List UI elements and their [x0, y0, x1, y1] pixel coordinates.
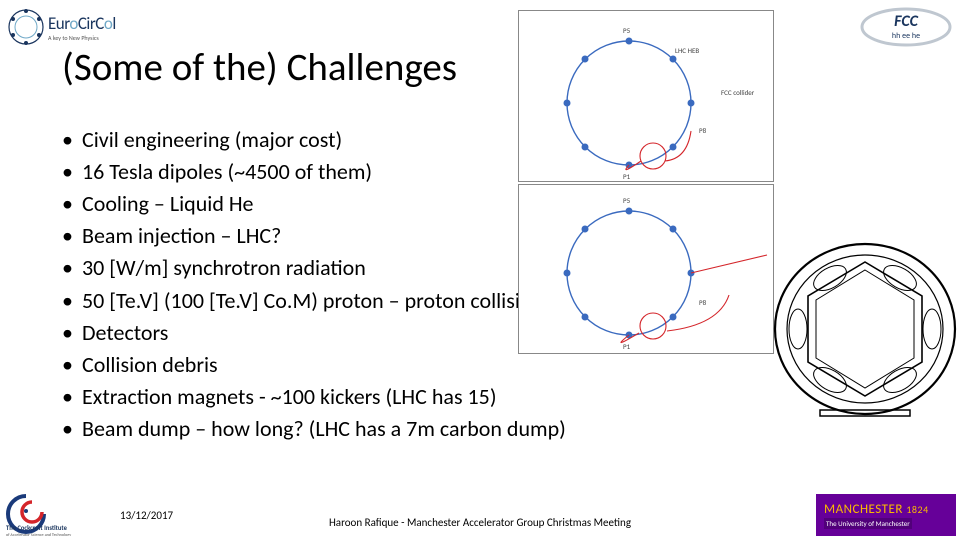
eurocircol-logo: EuroCirCol A key to New Physics: [6, 6, 136, 48]
eurocircol-text: EuroCirCol: [48, 13, 116, 34]
eurocircol-icon: [6, 7, 46, 47]
ring-diagram-bottom: P5 P8 P1: [518, 184, 774, 354]
cross-section-diagram: [770, 234, 960, 424]
manchester-logo: MANCHESTER 1824 The University of Manche…: [816, 494, 956, 536]
svg-text:P1: P1: [623, 172, 631, 181]
eurocircol-sub: A key to New Physics: [48, 34, 116, 42]
svg-text:P8: P8: [699, 298, 707, 307]
svg-text:P8: P8: [699, 126, 707, 135]
manchester-sub: The University of Manchester: [824, 518, 912, 529]
svg-text:P5: P5: [623, 26, 631, 35]
svg-text:hh ee he: hh ee he: [892, 31, 920, 41]
footer-caption: Haroon Rafique - Manchester Accelerator …: [300, 516, 660, 530]
manchester-text: MANCHESTER 1824: [824, 502, 948, 517]
svg-text:P1: P1: [623, 342, 631, 351]
cockcroft-logo: The Cockcroft Institute of Accelerator S…: [6, 486, 106, 536]
list-item: Beam dump – how long? (LHC has a 7m carb…: [62, 413, 662, 445]
svg-text:of Accelerator Science and Tec: of Accelerator Science and Technology: [6, 533, 71, 536]
svg-text:FCC collider: FCC collider: [721, 88, 755, 97]
svg-text:The Cockcroft Institute: The Cockcroft Institute: [6, 524, 68, 532]
svg-text:P5: P5: [623, 196, 631, 205]
list-item: Extraction magnets - ~100 kickers (LHC h…: [62, 381, 662, 413]
fcc-logo: FCC hh ee he: [858, 6, 954, 48]
ring-diagram-top: P5 LHC HEB FCC collider P8 P1: [518, 10, 774, 182]
slide: EuroCirCol A key to New Physics FCC hh e…: [0, 0, 960, 540]
page-title: (Some of the) Challenges: [62, 44, 457, 91]
footer-date: 13/12/2017: [120, 509, 173, 522]
svg-text:LHC HEB: LHC HEB: [675, 46, 699, 55]
fcc-text: FCC: [894, 12, 919, 31]
